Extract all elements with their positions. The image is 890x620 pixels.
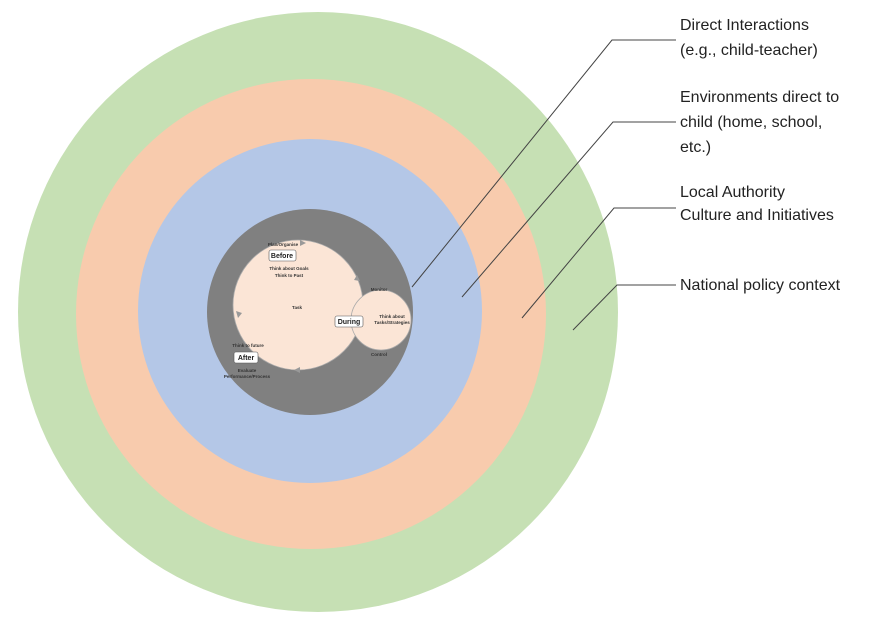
cycle-text: Think about Goals xyxy=(269,266,309,271)
layer-label: Culture and Initiatives xyxy=(680,207,834,224)
cycle-text: Evaluate xyxy=(238,368,257,373)
stage-box xyxy=(268,249,297,262)
cycle-text: Think to future xyxy=(232,343,264,348)
cycle-text: Think about xyxy=(379,314,405,319)
leader-line xyxy=(521,207,676,319)
layer-label: Environments direct to xyxy=(680,89,839,106)
layer-label: National policy context xyxy=(680,277,841,294)
layer-label: etc.) xyxy=(680,139,711,156)
cycle-text: Control xyxy=(371,352,387,357)
cycle-text: Performance/Process xyxy=(224,374,271,379)
cycle-text: Think to Past xyxy=(275,273,304,278)
task-label: Task xyxy=(292,305,302,310)
arrow xyxy=(294,367,300,373)
leader-line xyxy=(411,39,676,288)
arrow xyxy=(354,275,360,281)
layer-label: child (home, school, xyxy=(680,114,822,131)
stage-box xyxy=(334,315,364,328)
leader-lines xyxy=(411,39,676,331)
stage-title: After xyxy=(238,355,255,362)
stage-box xyxy=(233,351,259,364)
stage-title: Before xyxy=(271,253,293,260)
stage-title: During xyxy=(338,319,361,326)
cycle-text: Plan/Organise xyxy=(268,242,299,247)
layer-label: (e.g., child-teacher) xyxy=(680,42,818,59)
layer-label: Direct Interactions xyxy=(680,17,809,34)
cycle-text: Monitor xyxy=(371,287,388,292)
arrow xyxy=(236,311,242,318)
leader-line xyxy=(572,284,676,331)
cycle-text: Tasks/Strategies xyxy=(374,320,410,325)
layer-label: Local Authority xyxy=(680,184,785,201)
arrows xyxy=(236,240,360,373)
arrow xyxy=(300,240,306,246)
leader-line xyxy=(461,121,676,298)
